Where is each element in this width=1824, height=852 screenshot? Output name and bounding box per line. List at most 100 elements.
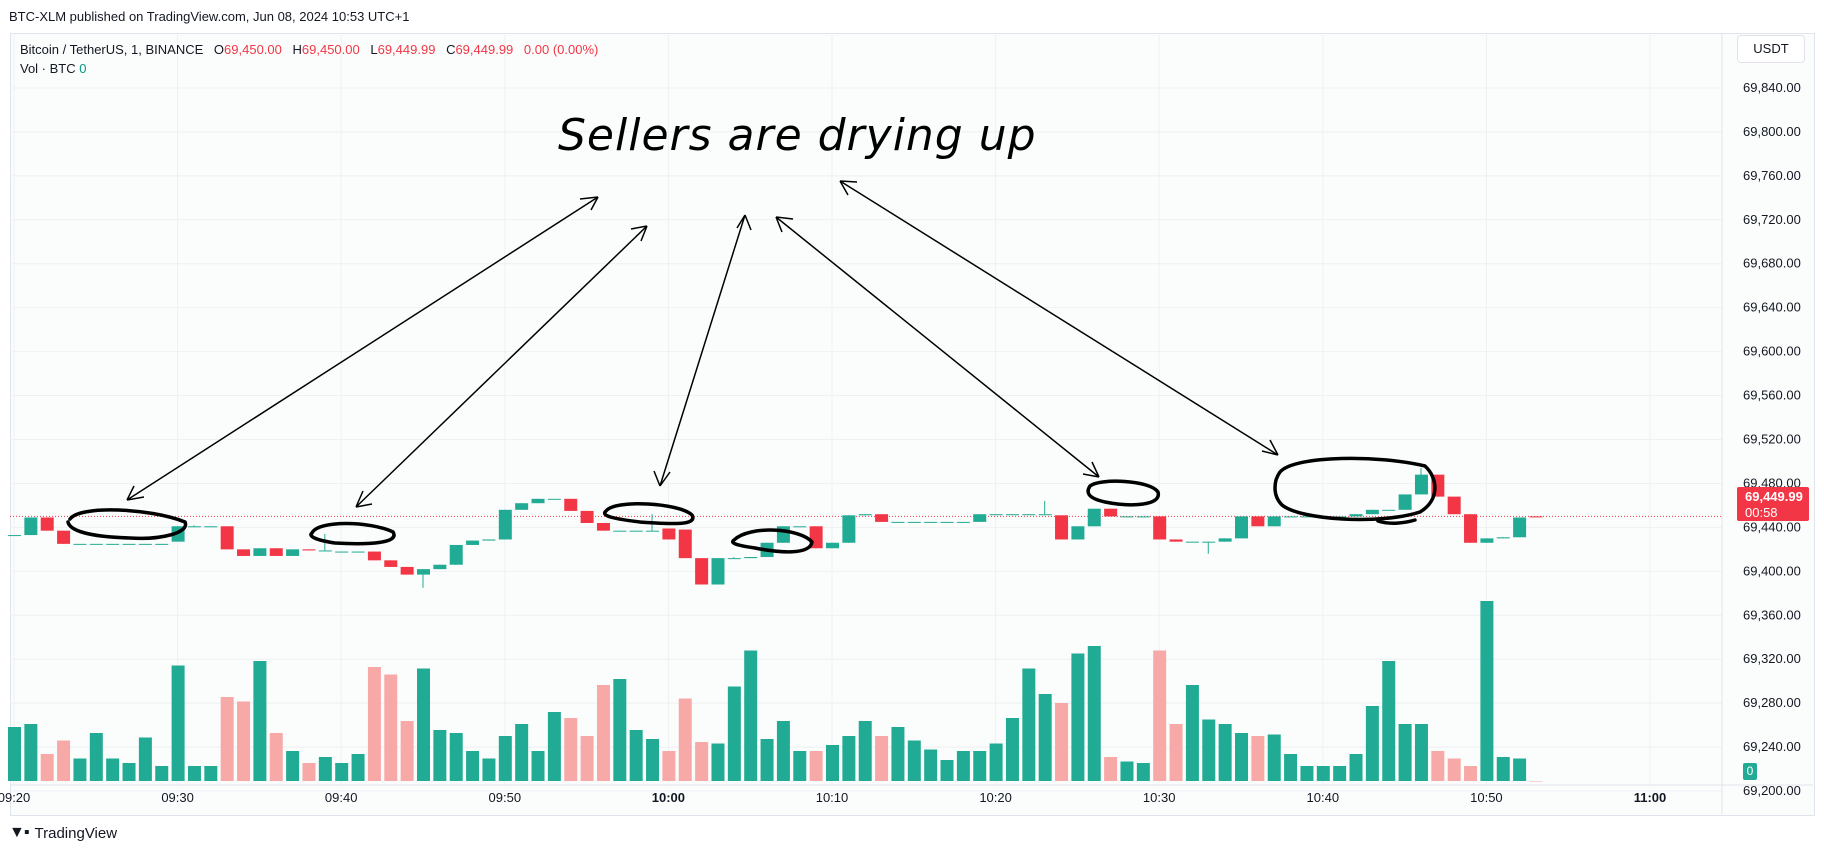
price-tick-label: 69,680.00 xyxy=(1743,256,1801,271)
candle-body xyxy=(1414,474,1428,495)
price-tick-label: 69,360.00 xyxy=(1743,607,1801,622)
price-tick-label: 69,840.00 xyxy=(1743,80,1801,95)
circle-6 xyxy=(1273,456,1437,525)
volume-bar xyxy=(1349,754,1363,781)
price-tick-label: 69,560.00 xyxy=(1743,388,1801,403)
volume-bar xyxy=(302,763,316,781)
volume-bar xyxy=(466,751,480,781)
volume-bar xyxy=(776,721,790,781)
volume-bar xyxy=(907,740,921,781)
volume-bar xyxy=(858,721,872,781)
volume-bar xyxy=(417,668,430,781)
volume-bar xyxy=(989,743,1003,781)
candle-body xyxy=(8,535,21,537)
volume-bar xyxy=(1022,668,1036,781)
chart-grid xyxy=(10,33,1813,814)
price-tick-label: 69,320.00 xyxy=(1743,651,1801,666)
candle-body xyxy=(1005,514,1019,516)
candle-body xyxy=(875,514,889,522)
volume-bar xyxy=(1333,766,1347,781)
candle-body xyxy=(498,509,512,540)
candle-body xyxy=(826,542,839,549)
volume-bar xyxy=(1382,661,1396,781)
footer-brand[interactable]: ▼▪ TradingView xyxy=(9,824,117,842)
currency-button[interactable]: USDT xyxy=(1737,35,1805,63)
candle-body xyxy=(318,550,332,552)
volume-bar xyxy=(351,754,365,781)
candle-body xyxy=(138,543,152,545)
volume-bar xyxy=(400,721,414,781)
volume-bar xyxy=(744,650,758,781)
candle-body xyxy=(596,522,610,531)
candle-body xyxy=(564,498,578,511)
candle-body xyxy=(1185,541,1199,543)
candle-body xyxy=(891,521,905,523)
volume-bar xyxy=(547,712,561,781)
candle-body xyxy=(1267,516,1281,527)
candle-body xyxy=(629,530,643,532)
candle-body xyxy=(449,544,463,565)
time-tick-label: 09:40 xyxy=(325,790,358,805)
candle-body xyxy=(1218,538,1232,542)
candle-body xyxy=(1480,538,1494,543)
volume-bar xyxy=(1169,724,1183,781)
candle-body xyxy=(515,503,529,510)
candle-body xyxy=(482,539,496,541)
volume-bar xyxy=(286,751,300,781)
annotation-text[interactable]: Sellers are drying up xyxy=(558,110,1037,161)
candle-body xyxy=(269,548,283,556)
candle-body xyxy=(662,528,676,540)
volume-label[interactable]: Vol · BTC xyxy=(20,61,76,76)
candle-body xyxy=(1022,514,1036,516)
chart-pane[interactable] xyxy=(10,33,1815,816)
candle-body xyxy=(547,498,561,500)
candle-body xyxy=(646,530,660,532)
volume-bar xyxy=(1055,703,1069,781)
open-label: O xyxy=(213,42,225,57)
volume-bar xyxy=(1218,724,1232,781)
time-tick-label: 09:30 xyxy=(161,790,194,805)
volume-bar xyxy=(24,724,38,781)
volume-bar xyxy=(924,749,938,781)
volume-bar xyxy=(237,701,251,781)
volume-bar xyxy=(515,724,529,781)
price-tick-label: 69,800.00 xyxy=(1743,124,1801,139)
candle-body xyxy=(187,526,201,528)
arrow-3 xyxy=(653,214,752,487)
volume-bar xyxy=(171,665,185,781)
volume-bar xyxy=(1235,733,1248,781)
candle-body xyxy=(1038,514,1052,516)
volume-bar xyxy=(842,736,856,781)
candle-body xyxy=(253,548,267,556)
circle-2 xyxy=(309,521,396,546)
volume-bar xyxy=(1480,601,1494,781)
time-tick-label: 09:50 xyxy=(489,790,522,805)
volume-bar xyxy=(760,739,774,781)
time-tick-label: 09:20 xyxy=(0,790,30,805)
price-tick-label: 69,600.00 xyxy=(1743,344,1801,359)
volume-bar xyxy=(1284,754,1298,781)
circle-3 xyxy=(602,502,695,526)
symbol-title[interactable]: Bitcoin / TetherUS, 1, BINANCE xyxy=(20,42,204,57)
candle-body xyxy=(1365,509,1379,515)
candle-body xyxy=(744,557,758,559)
volume-bar xyxy=(1153,650,1167,781)
volume-bar xyxy=(1071,653,1085,781)
candle-body xyxy=(1251,516,1265,527)
candle-body xyxy=(956,521,970,523)
candle-body xyxy=(727,558,741,560)
low-label: L xyxy=(370,42,378,57)
volume-bar xyxy=(1398,724,1412,781)
candle-body xyxy=(384,560,398,567)
time-tick-label: 10:20 xyxy=(979,790,1012,805)
volume-bar xyxy=(826,745,839,781)
annotation-circles xyxy=(66,456,1437,554)
volume-bar xyxy=(1365,706,1379,781)
candle-body xyxy=(1153,516,1167,540)
volume-value: 0 xyxy=(79,61,87,76)
time-tick-label: 10:40 xyxy=(1307,790,1340,805)
candle-body xyxy=(286,549,300,556)
volume-bar xyxy=(1038,694,1052,781)
candle-body xyxy=(1055,515,1069,540)
